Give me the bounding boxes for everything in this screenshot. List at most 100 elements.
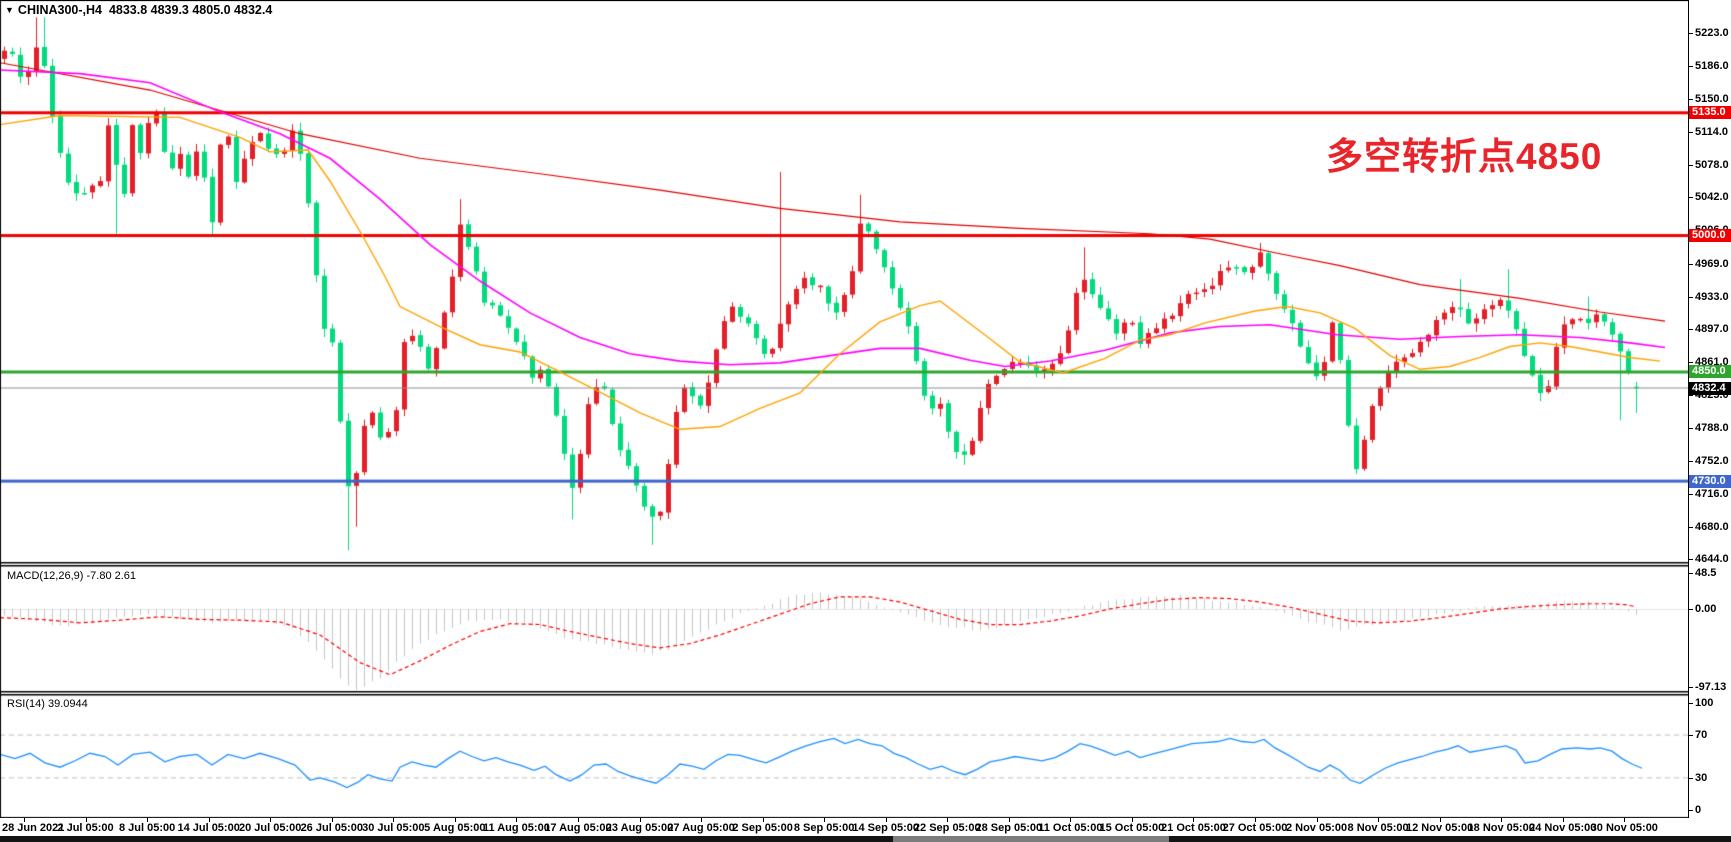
time-tick-label: 21 Oct 05:00 (1161, 822, 1226, 834)
time-tick-label: 22 Sep 05:00 (913, 822, 981, 834)
price-tick-mark (1689, 32, 1693, 34)
time-tick-mark (947, 818, 949, 822)
price-tick-mark (1689, 461, 1693, 463)
time-tick-mark (824, 818, 826, 822)
time-tick-mark (577, 818, 579, 822)
scrollbar-thumb[interactable] (893, 836, 1169, 842)
time-tick-mark (1316, 818, 1318, 822)
rsi-tick-mark (1689, 735, 1693, 737)
time-tick-label: 30 Nov 05:00 (1590, 822, 1658, 834)
price-tick-mark (1689, 99, 1693, 101)
time-tick-label: 20 Jul 05:00 (239, 822, 302, 834)
time-tick-label: 27 Oct 05:00 (1222, 822, 1288, 834)
time-tick-mark (1193, 818, 1195, 822)
rsi-axis-label: 70 (1695, 729, 1708, 742)
macd-axis-label: 0.00 (1695, 602, 1717, 615)
time-tick-mark (208, 818, 210, 822)
price-tick-label: 4861.0 (1695, 355, 1729, 368)
time-axis[interactable]: 28 Jun 2021 2 Jul 05:00 8 Jul 05:00 14 Jul … (0, 818, 1731, 836)
time-tick-label: 14 Sep 05:00 (852, 822, 920, 834)
rsi-axis-label: 100 (1695, 697, 1714, 709)
time-tick-label: 24 Nov 05:00 (1529, 822, 1597, 834)
time-tick-label: 27 Aug 05:00 (667, 822, 735, 834)
current-price-badge: 4832.4 (1689, 381, 1731, 395)
time-tick-label: 17 Aug 05:00 (544, 822, 612, 834)
time-tick-label: 14 Jul 05:00 (177, 822, 240, 834)
time-tick-mark (885, 818, 887, 822)
time-tick-label: 11 Aug 05:00 (482, 822, 550, 834)
time-tick-mark (1008, 818, 1010, 822)
price-line-badge: 5135.0 (1689, 106, 1731, 120)
price-tick-label: 5114.0 (1695, 125, 1729, 138)
price-tick-label: 4716.0 (1695, 487, 1729, 500)
price-tick-label: 4680.0 (1695, 520, 1729, 533)
time-tick-label: 15 Oct 05:00 (1099, 822, 1165, 834)
window-top-border (0, 0, 1731, 1)
chart-canvas[interactable] (0, 0, 1688, 818)
price-tick-mark (1689, 394, 1693, 396)
rsi-tick-mark (1689, 777, 1693, 779)
price-tick-mark (1689, 164, 1693, 166)
time-tick-label: 8 Nov 05:00 (1347, 822, 1409, 834)
price-tick-mark (1689, 493, 1693, 495)
price-tick-label: 5078.0 (1695, 158, 1729, 171)
symbol-dropdown-icon[interactable]: ▼ (5, 5, 14, 15)
price-tick-label: 5223.0 (1695, 26, 1729, 39)
price-tick-label: 4752.0 (1695, 455, 1729, 468)
price-tick-mark (1689, 131, 1693, 133)
time-tick-label: 26 Jul 05:00 (300, 822, 363, 834)
price-line-badge: 4850.0 (1689, 365, 1731, 379)
time-tick-mark (701, 818, 703, 822)
price-tick-mark (1689, 66, 1693, 68)
time-tick-label: 2 Nov 05:00 (1285, 822, 1348, 834)
time-tick-label: 28 Sep 05:00 (975, 822, 1043, 834)
macd-tick-mark (1689, 573, 1693, 574)
symbol-timeframe-label: CHINA300-,H4 (17, 3, 102, 17)
price-tick-mark (1689, 559, 1693, 561)
time-tick-label: 11 Oct 05:00 (1038, 822, 1103, 834)
price-tick-label: 4969.0 (1695, 257, 1729, 270)
time-tick-mark (1070, 818, 1072, 822)
annotation-text: 多空转折点4850 (1326, 136, 1603, 177)
time-tick-mark (1501, 818, 1503, 822)
rsi-tick-mark (1689, 810, 1693, 811)
time-tick-mark (639, 818, 641, 822)
time-tick-mark (454, 818, 456, 822)
ohlc-values: 4833.8 4839.3 4805.0 4832.4 (108, 3, 273, 17)
price-tick-label: 5186.0 (1695, 60, 1729, 73)
rsi-axis-label: 0 (1695, 804, 1702, 816)
price-tick-mark (1689, 361, 1693, 363)
price-tick-mark (1689, 263, 1693, 265)
time-tick-mark (762, 818, 764, 822)
price-line-badge: 5000.0 (1689, 229, 1731, 243)
horizontal-scrollbar[interactable] (0, 836, 1731, 842)
macd-axis-label: 48.5 (1695, 567, 1717, 579)
time-tick-label: 2 Jul 05:00 (57, 822, 114, 834)
time-tick-label: 12 Nov 05:00 (1406, 822, 1474, 834)
price-tick-mark (1689, 197, 1693, 199)
price-axis[interactable]: 5223.05186.05150.05114.05078.05042.05006… (1688, 0, 1731, 818)
rsi-indicator-label: RSI(14) 39.0944 (7, 698, 88, 710)
time-tick-mark (24, 818, 25, 822)
macd-tick-mark (1689, 608, 1693, 610)
time-tick-mark (270, 818, 272, 822)
macd-axis-label: -97.13 (1695, 681, 1727, 693)
price-tick-label: 5042.0 (1695, 191, 1729, 204)
time-tick-mark (1562, 818, 1564, 822)
price-tick-mark (1689, 329, 1693, 331)
price-tick-mark (1689, 428, 1693, 430)
macd-tick-mark (1689, 687, 1693, 688)
price-tick-label: 5150.0 (1695, 93, 1729, 106)
time-tick-mark (1439, 818, 1441, 822)
rsi-tick-mark (1689, 703, 1693, 704)
macd-name: MACD(12,26,9) (7, 570, 84, 582)
rsi-value: 39.0944 (47, 698, 88, 710)
price-tick-mark (1689, 296, 1693, 298)
time-tick-label: 28 Jun 2021 (2, 822, 65, 834)
rsi-axis-label: 30 (1695, 771, 1708, 784)
time-tick-label: 30 Jul 05:00 (362, 822, 425, 834)
time-tick-label: 8 Sep 05:00 (793, 822, 855, 834)
macd-indicator-label: MACD(12,26,9) -7.80 2.61 (7, 570, 136, 582)
time-tick-mark (331, 818, 333, 822)
